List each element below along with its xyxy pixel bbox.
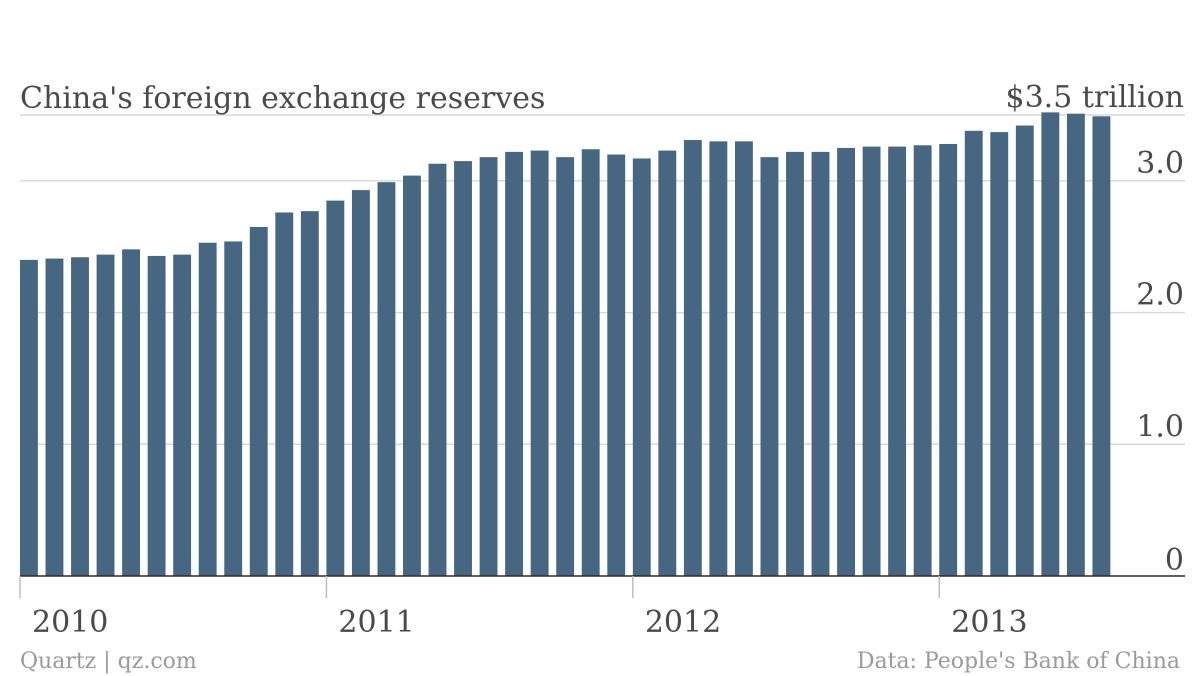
source-right: Data: People's Bank of China — [857, 649, 1180, 674]
x-tick-label-3: 2013 — [951, 605, 1027, 640]
bar-11 — [300, 211, 319, 576]
y-tick-label-1: 1.0 — [1136, 409, 1184, 444]
bar-14 — [377, 182, 396, 577]
bar-19 — [505, 151, 524, 576]
bar-29 — [760, 157, 779, 576]
bar-23 — [607, 154, 626, 576]
bar-30 — [786, 151, 804, 576]
bar-8 — [224, 241, 243, 576]
axes — [19, 575, 1185, 598]
bar-32 — [837, 147, 855, 576]
bar-38 — [990, 132, 1009, 576]
bar-33 — [862, 146, 881, 577]
bar-5 — [147, 255, 166, 576]
bar-24 — [632, 158, 651, 576]
bar-37 — [964, 130, 983, 576]
y-tick-label-2: 2.0 — [1136, 278, 1184, 313]
bar-15 — [403, 175, 421, 576]
bar-7 — [198, 242, 217, 576]
bar-35 — [913, 145, 932, 577]
bar-21 — [556, 157, 575, 576]
bar-2 — [71, 257, 89, 576]
bar-4 — [122, 249, 141, 576]
bar-10 — [275, 212, 294, 576]
y-tick-label-0: 0 — [1165, 543, 1184, 578]
bar-42 — [1092, 116, 1111, 576]
bar-6 — [173, 254, 192, 576]
bar-41 — [1066, 113, 1085, 577]
bar-20 — [530, 150, 549, 576]
bars — [20, 112, 1111, 577]
footer: Quartz | qz.com Data: People's Bank of C… — [20, 649, 1180, 674]
x-tick-label-0: 2010 — [32, 605, 108, 640]
bar-25 — [658, 150, 677, 576]
bar-36 — [939, 143, 958, 577]
chart-title: China's foreign exchange reserves — [20, 81, 545, 116]
bar-0 — [20, 259, 38, 576]
bar-17 — [454, 161, 472, 576]
y-tick-label-4: $3.5 trillion — [1006, 80, 1185, 115]
x-tick-label-2: 2012 — [645, 605, 721, 640]
bar-3 — [96, 254, 115, 576]
bar-18 — [479, 157, 498, 576]
bar-9 — [249, 226, 268, 576]
bar-39 — [1015, 125, 1034, 576]
bar-28 — [734, 141, 753, 576]
bar-16 — [428, 163, 447, 577]
gridlines — [20, 114, 1185, 446]
bar-1 — [45, 258, 64, 576]
labels: China's foreign exchange reserves 0 1.0 2.… — [20, 80, 1184, 640]
bar-13 — [351, 190, 370, 576]
bar-40 — [1041, 112, 1060, 577]
bar-22 — [581, 149, 600, 576]
source-left: Quartz | qz.com — [20, 649, 197, 674]
x-tick-label-1: 2011 — [338, 605, 414, 640]
bar-12 — [326, 200, 345, 577]
bar-31 — [811, 151, 830, 576]
bar-26 — [683, 140, 702, 576]
bar-34 — [888, 146, 907, 577]
bar-27 — [709, 141, 728, 576]
y-tick-label-3: 3.0 — [1136, 146, 1184, 181]
